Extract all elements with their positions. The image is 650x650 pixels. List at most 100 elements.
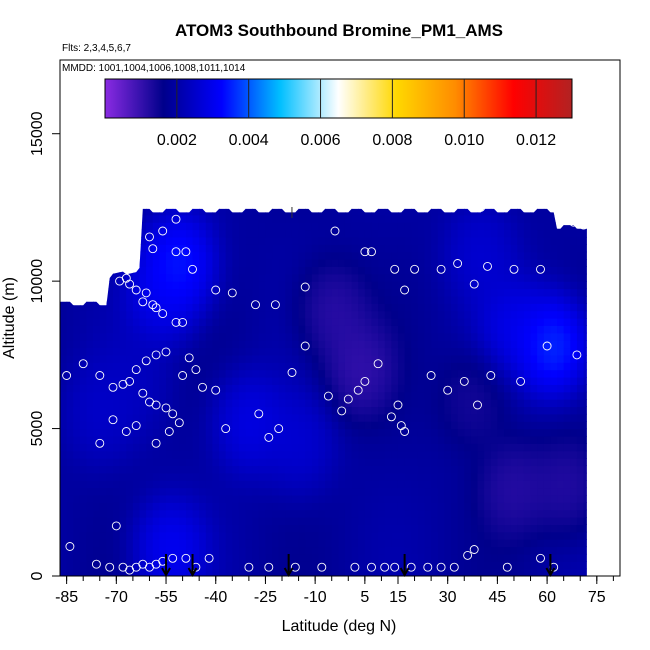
observation-point [251, 300, 260, 310]
observation-point [145, 232, 154, 242]
observation-point [367, 562, 376, 572]
observation-point [516, 376, 526, 386]
observation-point [264, 432, 274, 442]
observation-point [343, 394, 353, 404]
x-tick-label: -10 [304, 589, 327, 606]
observation-point [151, 438, 161, 448]
colorbar-tick-label: 0.006 [301, 132, 341, 149]
colorbar-ticks: 0.002 0.004 0.006 0.008 0.010 0.012 [157, 79, 556, 149]
observation-point [350, 562, 360, 572]
observation-point [65, 542, 75, 551]
observation-point [191, 365, 201, 375]
observation-point [483, 261, 492, 271]
observation-point [118, 379, 128, 389]
y-tick-label: 0 [29, 571, 46, 580]
observation-point [138, 388, 148, 398]
observation-point [337, 406, 347, 416]
x-tick-label: 30 [439, 589, 457, 606]
observation-point [469, 279, 479, 289]
observation-point [373, 359, 383, 369]
observation-point [108, 415, 118, 425]
observation-point [198, 382, 207, 392]
x-tick-label: -40 [204, 589, 227, 606]
flight-marker-arrow [399, 554, 410, 578]
colorbar-tick-label: 0.004 [229, 132, 269, 149]
observation-point [476, 202, 486, 212]
observation-point [400, 427, 410, 436]
observation-point [91, 559, 101, 569]
observation-point [264, 562, 274, 572]
observation-point [469, 545, 479, 554]
observation-point [317, 562, 327, 572]
observation-point [131, 365, 141, 375]
observation-point [111, 521, 121, 531]
observation-point [536, 264, 545, 274]
observation-point [589, 530, 598, 540]
x-tick-label: -55 [154, 589, 177, 606]
observation-point [393, 400, 403, 410]
observation-point [95, 438, 105, 448]
observation-point [502, 562, 512, 572]
observation-point [330, 226, 340, 236]
observation-point [158, 226, 168, 236]
colorbar: 0.002 0.004 0.006 0.008 0.010 0.012 [104, 78, 573, 149]
y-tick-label: 10000 [29, 259, 46, 304]
observation-point [380, 562, 390, 572]
observation-point [171, 317, 181, 327]
y-tick-label: 5000 [29, 411, 46, 447]
observation-point [171, 214, 181, 224]
observation-point [406, 562, 416, 572]
observation-point [367, 247, 376, 257]
observation-point [592, 217, 602, 227]
observation-point [138, 297, 148, 307]
observation-point [184, 353, 194, 363]
flight-marker-arrow [161, 554, 171, 578]
observation-point [151, 400, 161, 410]
observation-point [211, 385, 221, 395]
observation-point [579, 220, 589, 230]
y-axis-label: Altitude (m) [1, 277, 18, 359]
observation-point [121, 427, 131, 436]
observation-point [65, 279, 75, 289]
colorbar-bar [104, 78, 573, 119]
x-tick-label: 15 [389, 589, 407, 606]
flight-marker-arrow [283, 554, 294, 578]
observation-point [463, 550, 473, 560]
observation-point [125, 565, 135, 575]
observation-point [426, 371, 436, 380]
y-axis: 0 5000 10000 15000 [29, 111, 60, 580]
observation-point [148, 244, 158, 254]
colorbar-tick-label: 0.010 [444, 132, 484, 149]
observation-point [108, 382, 118, 392]
observation-point [141, 288, 151, 298]
observation-point [211, 285, 221, 295]
observation-point [168, 553, 178, 563]
observation-point [164, 427, 174, 436]
observation-point [151, 350, 161, 360]
flight-marker-arrow [187, 554, 198, 578]
observation-point [131, 421, 141, 431]
observation-point [188, 264, 197, 274]
x-tick-label: -85 [55, 589, 78, 606]
x-axis-label: Latitude (deg N) [282, 618, 397, 635]
x-tick-label: 60 [538, 589, 556, 606]
observation-point [244, 194, 254, 204]
observation-point [486, 371, 496, 380]
observation-points [62, 194, 602, 575]
observation-point [95, 279, 105, 289]
observation-point [78, 279, 88, 289]
heatmap-field [60, 208, 587, 576]
observation-point [181, 247, 191, 257]
observation-point [181, 553, 191, 563]
observation-point [178, 317, 188, 327]
observation-point [459, 376, 469, 386]
x-tick-label: 5 [360, 589, 369, 606]
observation-point [436, 562, 446, 572]
observation-point [390, 264, 400, 274]
observation-point [436, 264, 446, 274]
plot-frame [59, 59, 621, 577]
observation-point [148, 300, 158, 310]
observation-point [227, 288, 237, 298]
observation-point [360, 376, 370, 386]
